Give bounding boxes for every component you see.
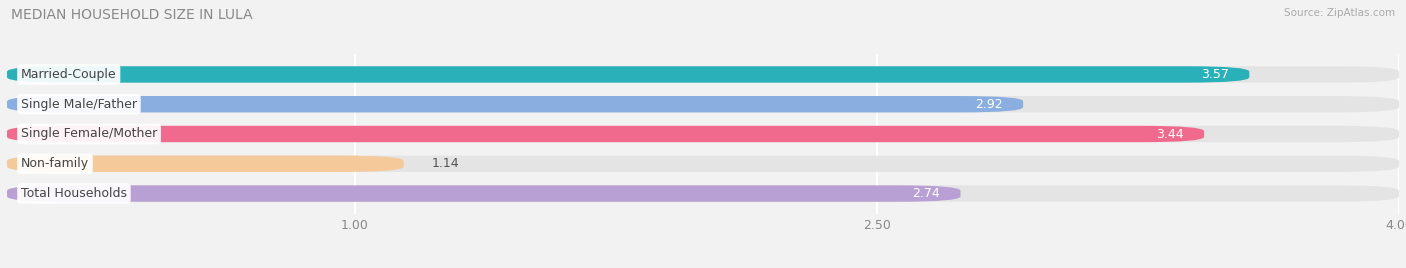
Text: Non-family: Non-family: [21, 157, 89, 170]
FancyBboxPatch shape: [7, 66, 1250, 83]
Text: 3.44: 3.44: [1156, 128, 1184, 140]
FancyBboxPatch shape: [7, 96, 1024, 112]
FancyBboxPatch shape: [7, 96, 1399, 112]
FancyBboxPatch shape: [7, 66, 1399, 83]
Text: 2.74: 2.74: [912, 187, 939, 200]
Text: 1.14: 1.14: [432, 157, 460, 170]
FancyBboxPatch shape: [7, 156, 404, 172]
FancyBboxPatch shape: [7, 126, 1204, 142]
FancyBboxPatch shape: [7, 156, 1399, 172]
Text: Married-Couple: Married-Couple: [21, 68, 117, 81]
Text: Single Male/Father: Single Male/Father: [21, 98, 136, 111]
FancyBboxPatch shape: [7, 185, 960, 202]
Text: 3.57: 3.57: [1201, 68, 1229, 81]
Text: MEDIAN HOUSEHOLD SIZE IN LULA: MEDIAN HOUSEHOLD SIZE IN LULA: [11, 8, 253, 22]
Text: Source: ZipAtlas.com: Source: ZipAtlas.com: [1284, 8, 1395, 18]
FancyBboxPatch shape: [7, 185, 1399, 202]
Text: Single Female/Mother: Single Female/Mother: [21, 128, 157, 140]
FancyBboxPatch shape: [7, 126, 1399, 142]
Text: 2.92: 2.92: [974, 98, 1002, 111]
Text: Total Households: Total Households: [21, 187, 127, 200]
